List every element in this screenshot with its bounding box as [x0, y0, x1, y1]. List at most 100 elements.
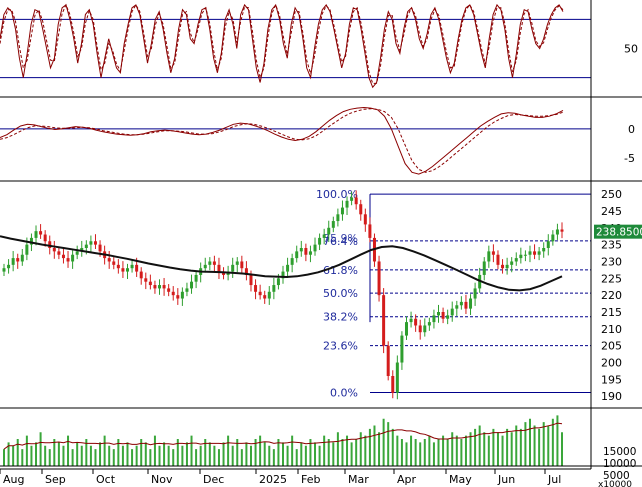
volume-bar: [314, 442, 317, 466]
volume-bar: [112, 449, 115, 466]
x-axis-tick-label: May: [449, 473, 472, 486]
volume-bar: [551, 418, 554, 466]
volume-bar: [131, 449, 134, 466]
candle-body: [231, 264, 235, 272]
candle-body: [395, 362, 399, 393]
candle-body: [176, 295, 180, 299]
volume-bar: [57, 442, 60, 466]
volume-bar: [437, 439, 440, 466]
macd-series-line: [0, 106, 564, 175]
candle-body: [299, 248, 303, 252]
fibonacci-level-label: 0.0%: [330, 387, 358, 400]
macd-tick-label: -5: [624, 152, 635, 165]
candle-body: [414, 318, 418, 326]
candle-body: [93, 241, 97, 245]
stochastic-series-line: [0, 3, 564, 89]
candle-body: [409, 318, 413, 323]
volume-tick-label: 15000: [603, 446, 636, 458]
price-tick-label: 210: [601, 323, 622, 336]
candle-body: [258, 291, 262, 296]
volume-bar: [446, 439, 449, 466]
price-tick-label: 190: [601, 390, 622, 403]
volume-bar: [419, 442, 422, 466]
price-tick-label: 205: [601, 340, 622, 353]
volume-bar: [21, 449, 24, 466]
candle-body: [212, 261, 216, 265]
last-price-tag: [594, 224, 642, 239]
volume-bar: [254, 439, 257, 466]
volume-bar: [442, 435, 445, 466]
candle-body: [331, 221, 335, 228]
volume-bar: [483, 432, 486, 466]
volume-bar: [249, 445, 252, 466]
x-axis-tick-label: Oct: [96, 473, 116, 486]
volume-bar: [195, 449, 198, 466]
price-tick-label: 250: [601, 188, 622, 201]
candle-body: [528, 251, 532, 255]
volume-bar: [12, 445, 15, 466]
volume-bar: [378, 432, 381, 466]
candle-body: [533, 251, 537, 255]
candle-body: [473, 288, 477, 299]
candle-body: [203, 264, 207, 269]
candle-body: [523, 254, 527, 256]
price-tick-label: 220: [601, 289, 622, 302]
candle-body: [519, 254, 523, 259]
panel-frames: [0, 0, 642, 469]
volume-bar: [199, 445, 202, 466]
volume-bar: [277, 439, 280, 466]
candle-body: [437, 312, 441, 316]
volume-bar: [208, 442, 211, 466]
candle-body: [350, 197, 354, 201]
candle-body: [427, 322, 431, 326]
x-axis-tick-label: Mar: [348, 473, 369, 486]
fibonacci-level-label: 76.4%: [323, 235, 358, 248]
volume-bar: [30, 445, 33, 466]
volume-bar: [469, 432, 472, 466]
volume-bar: [474, 428, 477, 466]
volume-bar: [85, 439, 88, 466]
candle-body: [61, 254, 65, 259]
volume-bar: [176, 439, 179, 466]
candle-body: [20, 254, 24, 262]
candle-body: [167, 288, 171, 292]
macd-tick-label: 0: [628, 123, 635, 136]
candle-body: [555, 229, 559, 235]
price-tick-label: 200: [601, 357, 622, 370]
x-axis-tick-label: Dec: [203, 473, 224, 486]
volume-bar: [300, 442, 303, 466]
volume-bar: [460, 439, 463, 466]
candle-body: [185, 288, 189, 292]
candle-body: [423, 325, 427, 333]
candle-body: [217, 264, 221, 272]
volume-bar: [7, 442, 10, 466]
fibonacci-level-label: 38.2%: [323, 311, 358, 324]
candle-body: [432, 315, 436, 323]
candle-body: [469, 298, 473, 309]
volume-bar: [181, 445, 184, 466]
candle-body: [464, 301, 468, 309]
volume-bar: [405, 442, 408, 466]
candle-body: [368, 224, 372, 238]
moving-average-line: [0, 235, 563, 292]
volume-bar: [117, 439, 120, 466]
candle-body: [286, 264, 290, 272]
candle-body: [267, 291, 271, 299]
volume-bar: [387, 422, 390, 466]
volume-bar: [368, 428, 371, 466]
candle-body: [340, 207, 344, 215]
candle-body: [71, 254, 75, 262]
volume-bar: [167, 445, 170, 466]
volume-bar: [236, 439, 239, 466]
candle-body: [354, 197, 358, 205]
volume-bar: [286, 445, 289, 466]
volume-bar: [217, 449, 220, 466]
x-axis-tick-label: 2025: [259, 473, 287, 486]
volume-bar: [464, 435, 467, 466]
volume-bar: [332, 442, 335, 466]
candle-body: [89, 241, 93, 245]
volume-bar: [533, 425, 536, 466]
volume-bar: [135, 445, 138, 466]
candle-body: [551, 234, 555, 242]
candle-body: [75, 251, 79, 255]
